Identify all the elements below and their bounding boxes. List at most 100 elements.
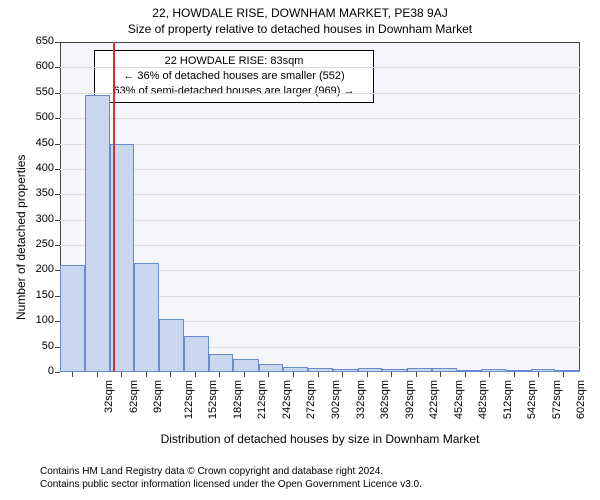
x-tick-label: 92sqm — [152, 380, 164, 413]
histogram-bar — [506, 370, 531, 372]
x-tick-label: 272sqm — [306, 380, 318, 419]
gridline — [60, 118, 580, 119]
x-tick-mark — [219, 372, 220, 377]
y-tick-label: 500 — [24, 111, 54, 123]
x-tick-label: 362sqm — [379, 380, 391, 419]
histogram-bar — [555, 370, 580, 372]
x-tick-mark — [268, 372, 269, 377]
x-tick-label: 122sqm — [183, 380, 195, 419]
x-tick-mark — [416, 372, 417, 377]
x-tick-mark — [121, 372, 122, 377]
histogram-bar — [382, 369, 407, 372]
histogram-chart: 22, HOWDALE RISE, DOWNHAM MARKET, PE38 9… — [0, 0, 600, 500]
histogram-bar — [60, 265, 85, 372]
histogram-bar — [283, 367, 308, 372]
info-line-2: ← 36% of detached houses are smaller (55… — [101, 69, 367, 84]
x-tick-mark — [244, 372, 245, 377]
histogram-bar — [209, 354, 234, 372]
y-tick-label: 150 — [24, 289, 54, 301]
y-tick-label: 0 — [24, 365, 54, 377]
gridline — [60, 67, 580, 68]
y-tick-label: 350 — [24, 187, 54, 199]
x-tick-mark — [391, 372, 392, 377]
info-line-3: 63% of semi-detached houses are larger (… — [101, 84, 367, 99]
y-tick-mark — [55, 245, 60, 246]
gridline — [60, 93, 580, 94]
x-tick-mark — [465, 372, 466, 377]
histogram-bar — [358, 368, 383, 372]
y-tick-mark — [55, 144, 60, 145]
footer-line-2: Contains public sector information licen… — [40, 478, 422, 491]
y-tick-mark — [55, 194, 60, 195]
x-tick-label: 542sqm — [526, 380, 538, 419]
histogram-bar — [407, 368, 432, 372]
x-tick-mark — [367, 372, 368, 377]
property-marker-line — [113, 42, 115, 372]
x-tick-label: 332sqm — [355, 380, 367, 419]
x-tick-mark — [440, 372, 441, 377]
gridline — [60, 245, 580, 246]
y-tick-label: 550 — [24, 86, 54, 98]
y-tick-label: 300 — [24, 213, 54, 225]
chart-subtitle: Size of property relative to detached ho… — [0, 22, 600, 36]
histogram-bar — [159, 319, 184, 372]
histogram-bar — [134, 263, 159, 372]
x-tick-mark — [342, 372, 343, 377]
x-tick-mark — [514, 372, 515, 377]
footer-line-1: Contains HM Land Registry data © Crown c… — [40, 465, 422, 478]
x-tick-mark — [146, 372, 147, 377]
x-tick-mark — [538, 372, 539, 377]
histogram-bar — [85, 95, 110, 372]
histogram-bar — [259, 364, 284, 372]
gridline — [60, 194, 580, 195]
y-tick-label: 250 — [24, 238, 54, 250]
x-tick-label: 572sqm — [551, 380, 563, 419]
y-tick-label: 100 — [24, 314, 54, 326]
x-tick-mark — [489, 372, 490, 377]
y-tick-label: 450 — [24, 137, 54, 149]
x-tick-mark — [97, 372, 98, 377]
x-tick-mark — [195, 372, 196, 377]
histogram-bar — [233, 359, 258, 372]
y-tick-label: 50 — [24, 340, 54, 352]
y-tick-mark — [55, 169, 60, 170]
y-tick-label: 400 — [24, 162, 54, 174]
chart-title: 22, HOWDALE RISE, DOWNHAM MARKET, PE38 9… — [0, 6, 600, 20]
x-tick-mark — [318, 372, 319, 377]
y-tick-mark — [55, 42, 60, 43]
x-axis-label: Distribution of detached houses by size … — [60, 432, 580, 446]
x-tick-mark — [72, 372, 73, 377]
histogram-bar — [333, 369, 358, 372]
x-tick-label: 392sqm — [404, 380, 416, 419]
histogram-bar — [457, 370, 482, 372]
marker-info-box: 22 HOWDALE RISE: 83sqm ← 36% of detached… — [94, 50, 374, 103]
gridline — [60, 169, 580, 170]
y-tick-label: 200 — [24, 263, 54, 275]
histogram-bar — [432, 368, 457, 372]
x-tick-mark — [293, 372, 294, 377]
x-tick-label: 242sqm — [281, 380, 293, 419]
y-tick-mark — [55, 67, 60, 68]
x-tick-label: 212sqm — [257, 380, 269, 419]
y-tick-mark — [55, 93, 60, 94]
x-tick-label: 422sqm — [428, 380, 440, 419]
histogram-bar — [481, 369, 506, 372]
x-tick-label: 32sqm — [103, 380, 115, 413]
x-tick-label: 602sqm — [575, 380, 587, 419]
y-tick-mark — [55, 220, 60, 221]
y-tick-label: 650 — [24, 35, 54, 47]
x-tick-mark — [563, 372, 564, 377]
x-tick-label: 302sqm — [330, 380, 342, 419]
x-tick-label: 452sqm — [453, 380, 465, 419]
gridline — [60, 220, 580, 221]
x-tick-label: 152sqm — [208, 380, 220, 419]
x-tick-label: 182sqm — [232, 380, 244, 419]
gridline — [60, 144, 580, 145]
histogram-bar — [184, 336, 209, 372]
x-tick-label: 62sqm — [128, 380, 140, 413]
y-tick-mark — [55, 118, 60, 119]
histogram-bar — [531, 369, 556, 372]
footer-attribution: Contains HM Land Registry data © Crown c… — [40, 465, 422, 491]
y-tick-mark — [55, 372, 60, 373]
x-tick-label: 512sqm — [502, 380, 514, 419]
